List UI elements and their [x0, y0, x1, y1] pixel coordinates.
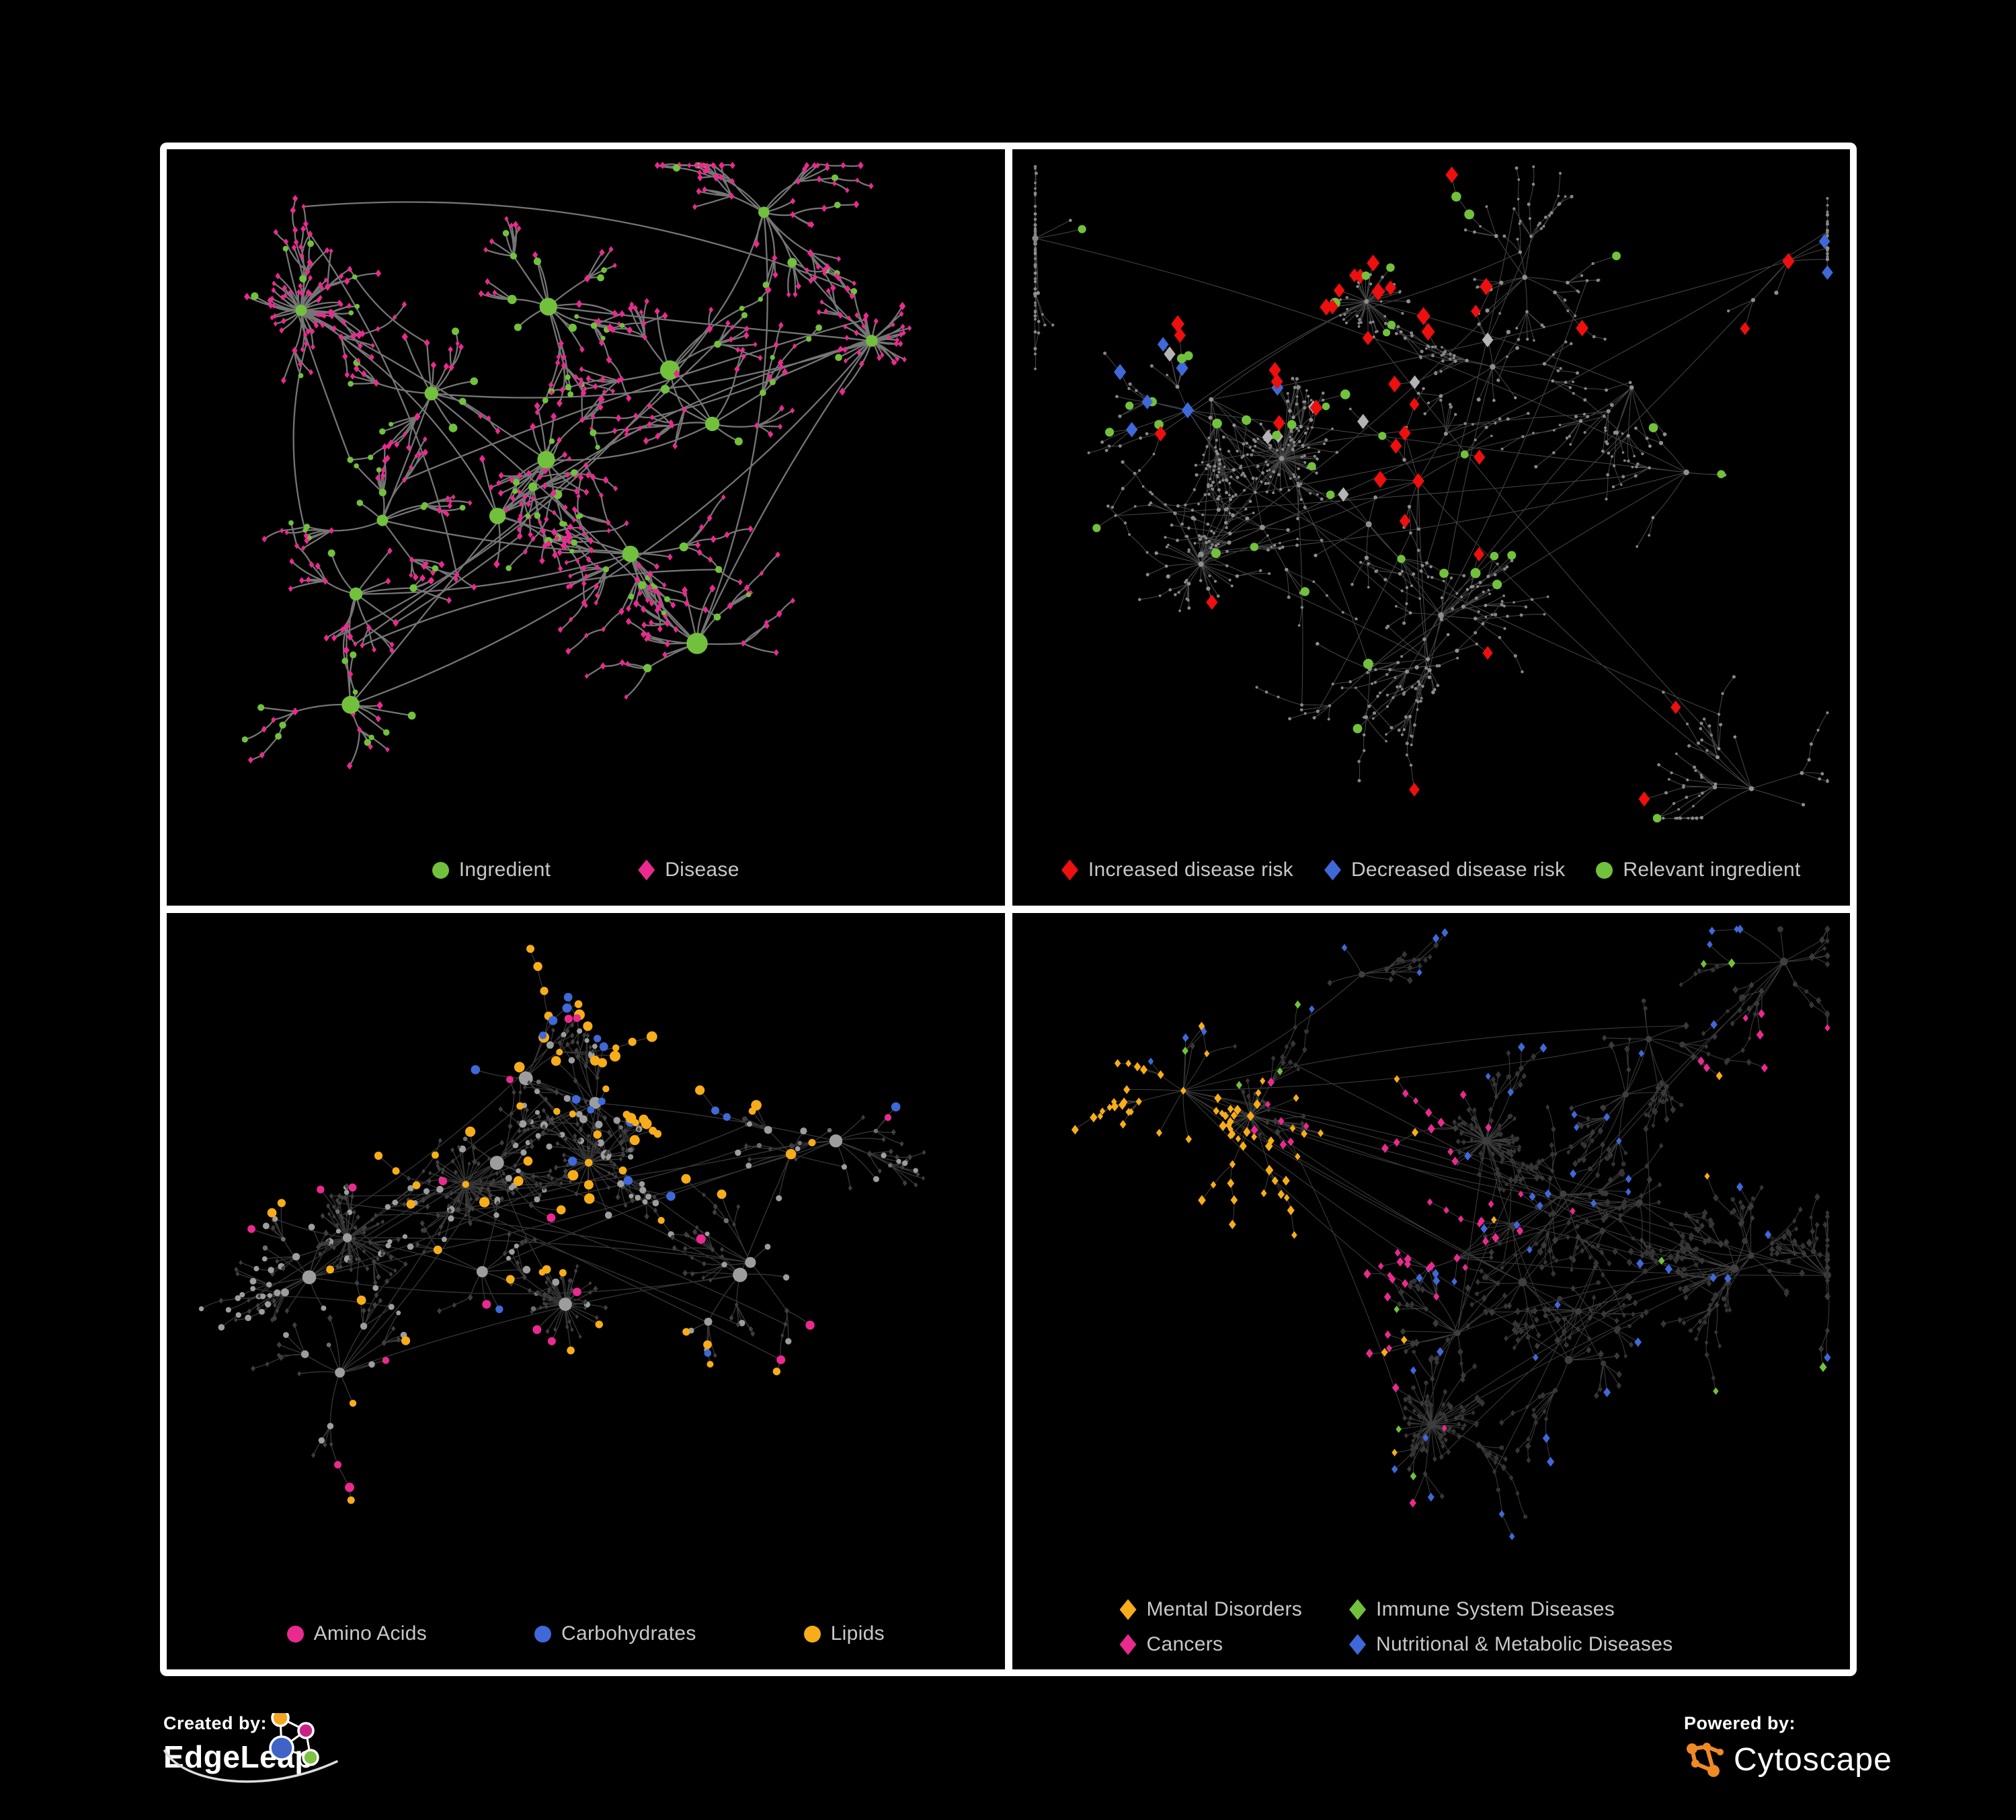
edges-layer	[200, 948, 925, 1501]
cytoscape-logo-icon	[1687, 1743, 1724, 1777]
legend-disease-risk: Increased disease risk Decreased disease …	[1012, 859, 1851, 881]
panel-ingredient-disease: Ingredient Disease	[167, 149, 1005, 906]
legend-marker-circle-icon	[432, 861, 449, 879]
powered-by-block: Powered by: Cytoscape	[1684, 1713, 1892, 1781]
legend-item-decreased-disease-risk: Decreased disease risk	[1324, 859, 1565, 881]
legend-item-carbohydrates: Carbohydrates	[534, 1622, 696, 1645]
nodes-layer	[241, 161, 912, 770]
legend-marker-diamond-icon	[1061, 859, 1078, 881]
legend-label: Ingredient	[458, 859, 551, 881]
legend-item-ingredient: Ingredient	[432, 859, 551, 881]
network-graph-compound-classes	[198, 945, 926, 1504]
network-graph-disease-risk	[1032, 165, 1833, 823]
highlight-nodes-layer	[1071, 924, 1831, 1540]
legend-item-disease: Disease	[638, 859, 739, 881]
legend-marker-diamond-icon	[1324, 859, 1341, 881]
created-by-block: Created by: EdgeLeap	[163, 1713, 473, 1801]
legend-marker-diamond-icon	[1349, 1599, 1367, 1620]
legend-marker-diamond-icon	[1119, 1634, 1137, 1655]
legend-marker-diamond-icon	[1119, 1599, 1137, 1620]
nodes-layer	[1032, 165, 1829, 820]
legend-marker-circle-icon	[286, 1625, 304, 1643]
cytoscape-brand: Cytoscape	[1734, 1741, 1892, 1778]
edges-layer	[1034, 166, 1828, 819]
legend-item-mental-disorders: Mental Disorders	[1119, 1598, 1303, 1621]
figure-frame: Ingredient Disease Increased disease risk…	[160, 143, 1857, 1676]
legend-marker-diamond-icon	[638, 859, 655, 881]
legend-label: Amino Acids	[313, 1622, 427, 1645]
legend-item-relevant-ingredient: Relevant ingredient	[1596, 859, 1800, 881]
panel-compound-classes: Amino Acids Carbohydrates Lipids	[167, 913, 1005, 1669]
legend-item-increased-disease-risk: Increased disease risk	[1061, 859, 1293, 881]
legend-label: Lipids	[830, 1622, 885, 1645]
legend-label: Immune System Diseases	[1376, 1598, 1615, 1620]
legend-compound-classes: Amino Acids Carbohydrates Lipids	[167, 1622, 1005, 1645]
created-by-label: Created by:	[163, 1713, 268, 1733]
network-graph-disease-categories	[1071, 924, 1831, 1540]
legend-label: Nutritional & Metabolic Diseases	[1376, 1633, 1673, 1655]
legend-item-immune-system-diseases: Immune System Diseases	[1349, 1598, 1672, 1621]
edgeleap-brand: EdgeLeap	[163, 1739, 314, 1774]
legend-label: Relevant ingredient	[1623, 859, 1801, 881]
legend-label: Disease	[665, 859, 739, 881]
legend-item-lipids: Lipids	[803, 1622, 885, 1645]
legend-marker-diamond-icon	[1349, 1634, 1367, 1655]
highlight-nodes-layer	[247, 945, 901, 1504]
legend-disease-categories: Mental Disorders Immune System Diseases Ca…	[1119, 1598, 1673, 1656]
legend-ingredient-disease: Ingredient Disease	[167, 859, 1005, 881]
edges-layer	[244, 163, 911, 767]
legend-label: Carbohydrates	[561, 1622, 696, 1645]
legend-item-amino-acids: Amino Acids	[286, 1622, 427, 1645]
legend-marker-circle-icon	[1596, 861, 1613, 879]
legend-label: Cancers	[1146, 1633, 1223, 1655]
edges-layer	[1074, 928, 1829, 1537]
network-graph-ingredient-disease	[241, 161, 912, 770]
legend-label: Mental Disorders	[1146, 1598, 1303, 1620]
highlight-nodes-layer	[1078, 166, 1833, 823]
legend-marker-circle-icon	[534, 1625, 551, 1643]
legend-item-nutritional-metabolic-diseases: Nutritional & Metabolic Diseases	[1349, 1633, 1672, 1656]
legend-item-cancers: Cancers	[1119, 1633, 1303, 1656]
legend-label: Increased disease risk	[1088, 859, 1293, 881]
powered-by-label: Powered by:	[1684, 1713, 1796, 1733]
panel-disease-categories: Mental Disorders Immune System Diseases Ca…	[1012, 913, 1850, 1669]
legend-label: Decreased disease risk	[1350, 859, 1566, 881]
nodes-layer	[198, 1023, 926, 1458]
legend-marker-circle-icon	[803, 1625, 821, 1643]
panel-disease-risk: Increased disease risk Decreased disease …	[1012, 149, 1851, 906]
